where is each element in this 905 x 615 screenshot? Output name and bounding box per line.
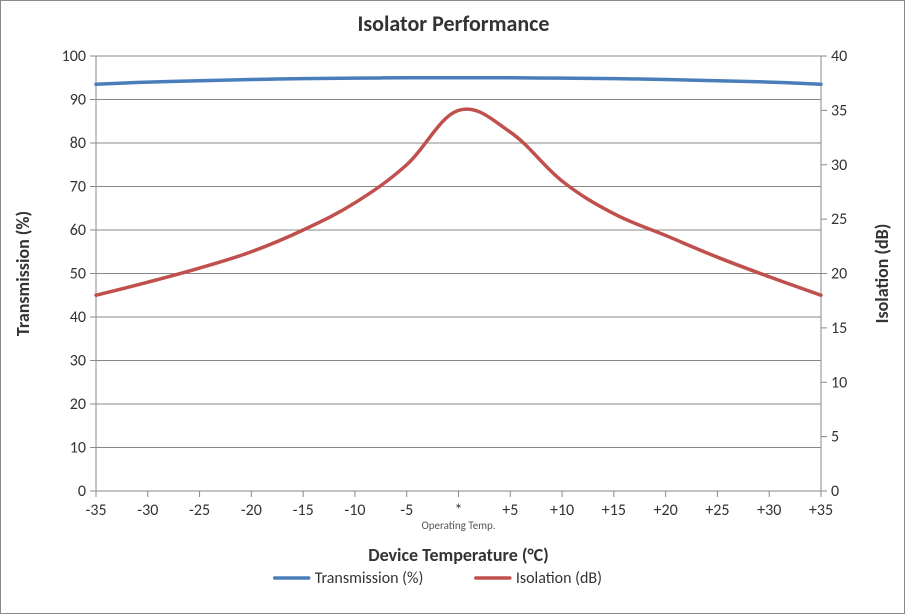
x-tick-label: -5 [400,501,413,520]
y-right-tick-label: 0 [831,482,839,501]
y-right-tick-label: 10 [831,373,847,392]
x-axis-title: Device Temperature (°C) [368,544,549,566]
legend-label: Isolation (dB) [516,569,602,588]
x-tick-label: +35 [809,501,833,520]
x-tick-label: -35 [85,501,106,520]
x-tick-label: -10 [344,501,365,520]
x-tick-label: -25 [189,501,210,520]
y-left-tick-label: 90 [70,91,86,110]
y-left-tick-label: 10 [70,439,86,458]
x-tick-label: +5 [502,501,518,520]
y-left-tick-label: 0 [78,482,86,501]
y-left-tick-label: 40 [70,308,86,327]
x-tick-label: +20 [654,501,678,520]
y-right-tick-label: 35 [831,101,847,120]
y-right-tick-label: 5 [831,428,839,447]
x-tick-label: +10 [550,501,574,520]
y-right-tick-label: 20 [831,265,847,284]
y-left-tick-label: 60 [70,221,86,240]
y-left-tick-label: 70 [70,178,86,197]
y-left-tick-label: 30 [70,352,86,371]
y-left-tick-label: 50 [70,265,86,284]
y-left-axis-title: Transmission (%) [12,211,34,336]
isolator-performance-chart: -35 -30 -25 -20 -15 -10 -5 *Operating Temp. +5 +1… [1,1,905,615]
y-left-tick-label: 20 [70,395,86,414]
y-right-tick-label: 25 [831,210,847,229]
x-tick-label: -30 [137,501,158,520]
x-tick-label: +30 [757,501,781,520]
x-tick-label: -20 [241,501,262,520]
x-tick-label: +15 [602,501,626,520]
y-right-tick-label: 30 [831,156,847,175]
chart-title: Isolator Performance [358,10,550,37]
legend-label: Transmission (%) [315,569,424,588]
y-right-tick-label: 40 [831,47,847,66]
x-tick-label: * [455,501,463,520]
x-tick-label: -15 [293,501,314,520]
x-sublabel: Operating Temp. [421,519,495,532]
y-right-tick-label: 15 [831,319,847,338]
x-tick-label: +25 [705,501,729,520]
y-left-tick-label: 100 [62,47,86,66]
y-left-tick-label: 80 [70,134,86,153]
y-right-axis-title: Isolation (dB) [871,224,893,324]
chart-container: -35 -30 -25 -20 -15 -10 -5 *Operating Temp. +5 +1… [0,0,905,614]
